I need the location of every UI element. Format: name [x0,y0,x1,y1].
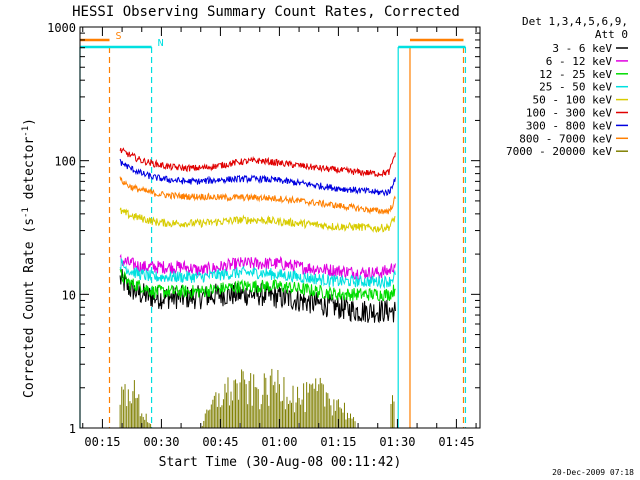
legend-entry-label: 3 - 6 keV [552,42,612,55]
flag-bar-label: S [115,31,121,42]
series-layer [119,147,396,428]
x-tick-label: 01:45 [438,435,474,449]
legend-title-line-1: Det 1,3,4,5,6,9, [522,15,628,28]
footer-timestamp: 20-Dec-2009 07:18 [552,468,634,477]
series-line-50-100keV [119,207,396,234]
x-tick-label: 01:00 [261,435,297,449]
y-tick-label: 10 [62,288,76,302]
series-line-6-12keV [119,253,396,281]
x-tick-label: 00:30 [143,435,179,449]
series-line-25-50keV [119,257,396,290]
legend-entry-label: 7000 - 20000 keV [506,145,612,158]
series-line-100-300keV [119,147,396,178]
legend-entry-label: 800 - 7000 keV [519,132,612,145]
legend-entry-label: 50 - 100 keV [533,94,613,107]
series-line-3-6keV [119,268,396,324]
legend-entry-label: 300 - 800 keV [526,119,612,132]
plot-frame [79,26,481,429]
legend-entry-label: 100 - 300 keV [526,107,612,120]
chart-title: HESSI Observing Summary Count Rates, Cor… [72,4,460,20]
y-tick-label: 100 [54,155,76,169]
y-tick-label: 1 [69,422,76,436]
series-line-800-7000keV [119,176,396,215]
x-axis-label: Start Time (30-Aug-08 00:11:42) [159,455,402,470]
legend-title-line-2: Att 0 [595,28,628,41]
legend-entry-label: 12 - 25 keV [539,68,612,81]
x-tick-label: 01:30 [379,435,415,449]
series-line-12-25keV [119,268,396,302]
x-tick-label: 00:15 [84,435,120,449]
x-tick-label: 00:45 [202,435,238,449]
legend-entry-label: 25 - 50 keV [539,81,612,94]
series-line-300-800keV [119,158,396,197]
y-axis-label: Corrected Count Rate (s-1 detector-1) [21,118,37,398]
legend-entry-label: 6 - 12 keV [546,55,613,68]
y-tick-label: 1000 [47,21,76,35]
flag-bar-label: N [158,38,164,49]
x-tick-label: 01:15 [320,435,356,449]
